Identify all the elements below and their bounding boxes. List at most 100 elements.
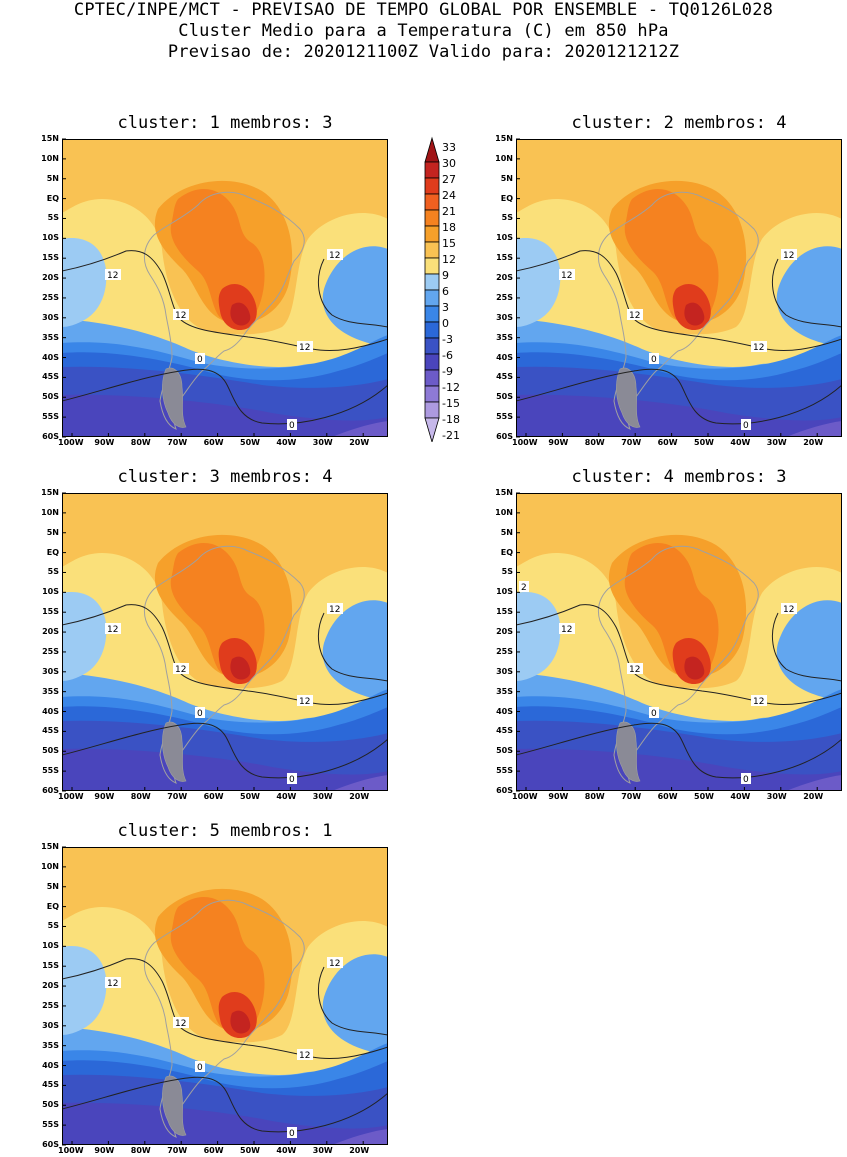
shade-band-11 — [62, 394, 388, 437]
colorbar-swatches — [424, 136, 440, 444]
lat-label: 35S — [42, 1040, 59, 1050]
lon-label: 50W — [694, 438, 714, 447]
lon-label: 50W — [694, 792, 714, 801]
colorbar-label: -12 — [442, 381, 460, 394]
lon-label: 70W — [167, 438, 188, 447]
lon-label: 80W — [584, 438, 605, 447]
contour-label: 0 — [651, 709, 657, 719]
colorbar-swatch — [424, 257, 440, 275]
lat-label: 25S — [42, 646, 59, 656]
lat-label: 5S — [47, 921, 59, 931]
contour-label: 12 — [175, 1019, 186, 1029]
lon-label: 60W — [657, 792, 678, 801]
lat-label: 15S — [42, 607, 59, 617]
contour-label-box — [741, 773, 751, 784]
colorbar-swatch — [424, 321, 440, 339]
contour-label: 0 — [289, 1129, 295, 1139]
contour-label-box — [751, 341, 767, 352]
contour-label-box — [781, 603, 797, 614]
contour-label-box — [751, 695, 767, 706]
contour-label: 12 — [107, 271, 118, 281]
lat-label: 5S — [501, 213, 513, 223]
shade-band-6 — [230, 1010, 251, 1034]
patagonia-land — [162, 367, 187, 428]
lat-label: 35S — [42, 686, 59, 696]
colorbar-swatch — [424, 241, 440, 259]
lat-label: 40S — [42, 352, 59, 362]
lat-label: 10N — [495, 153, 513, 163]
contour-label: 0 — [743, 775, 749, 785]
lon-label: 100W — [58, 792, 84, 801]
colorbar-label: -9 — [442, 365, 453, 378]
colorbar-label: 3 — [442, 301, 449, 314]
lon-label: 20W — [803, 792, 824, 801]
contour-label-box — [287, 419, 297, 430]
shade-band-12 — [332, 1129, 388, 1145]
colorbar-label: 9 — [442, 269, 449, 282]
lat-label: 45S — [42, 726, 59, 736]
patagonia-land — [616, 367, 641, 428]
lon-label: 90W — [548, 792, 569, 801]
contour-label-box — [297, 695, 313, 706]
lon-label: 40W — [276, 1146, 297, 1155]
colorbar-label: 30 — [442, 157, 456, 170]
lon-label: 70W — [167, 1146, 188, 1155]
lat-label: 25S — [496, 646, 513, 656]
shade-band-6 — [230, 302, 251, 326]
shade-band-7 — [62, 238, 107, 327]
lon-label: 60W — [203, 792, 224, 801]
lat-label: EQ — [46, 547, 59, 557]
lon-label: 50W — [240, 1146, 260, 1155]
lon-label: 90W — [94, 438, 115, 447]
contour-line-1 — [772, 258, 842, 328]
contour-label-box — [327, 249, 343, 260]
contour-label-box — [195, 707, 205, 718]
lat-label: 10N — [495, 507, 513, 517]
contour-label: 0 — [743, 421, 749, 431]
temperature-colorbar: 33 30 27 24 21 18 15 12 9 6 3 0 -3 -6 -9 -12 -15 -18 -21 — [424, 136, 484, 444]
panel-4-title: cluster: 4 membros: 3 — [571, 467, 787, 487]
lat-label: EQ — [46, 193, 59, 203]
contour-label: 12 — [629, 311, 640, 321]
lat-label: 35S — [496, 686, 513, 696]
lat-label: 60S — [496, 432, 513, 441]
contour-label: 12 — [629, 665, 640, 675]
lon-label: 60W — [203, 1146, 224, 1155]
lat-label: 60S — [42, 432, 59, 441]
shade-band-6 — [684, 656, 705, 680]
lat-label: 5N — [46, 173, 59, 183]
contour-label: 0 — [197, 355, 203, 365]
colorbar-swatch — [424, 369, 440, 387]
contour-label-box — [195, 1061, 205, 1072]
panel-1-title: cluster: 1 membros: 3 — [117, 113, 333, 133]
panel-5-title: cluster: 5 membros: 1 — [117, 821, 333, 841]
lat-label: 20S — [496, 627, 513, 637]
contour-label: 0 — [651, 355, 657, 365]
contour-label-box — [173, 1017, 189, 1028]
contour-label: 12 — [107, 625, 118, 635]
contour-label-box — [105, 623, 121, 634]
contour-label-box — [287, 1127, 297, 1138]
shade-band-11 — [62, 748, 388, 791]
panel-2-temperature-field: 12 12 12 12 0 0 — [516, 138, 842, 438]
colorbar-label: 33 — [442, 141, 456, 154]
shade-band-12 — [786, 421, 842, 437]
shade-band-7 — [62, 592, 107, 681]
contour-label-box — [741, 419, 751, 430]
shade-band-6 — [230, 656, 251, 680]
lat-label: 60S — [42, 1140, 59, 1149]
colorbar-swatch — [424, 353, 440, 371]
contour-label-box — [649, 707, 659, 718]
contour-label: 2 — [521, 583, 527, 593]
contour-label-box — [627, 663, 643, 674]
lon-label: 70W — [621, 792, 642, 801]
lat-label: 10S — [42, 941, 59, 951]
contour-label: 12 — [299, 343, 310, 353]
panel-1-temperature-field: 12 12 12 12 0 0 — [62, 138, 388, 438]
lon-label: 30W — [312, 1146, 333, 1155]
map-frame — [62, 493, 388, 791]
colorbar-label: -18 — [442, 413, 460, 426]
contour-label: 12 — [299, 1051, 310, 1061]
patagonia-land — [162, 1075, 187, 1136]
lat-label: 5N — [46, 881, 59, 891]
